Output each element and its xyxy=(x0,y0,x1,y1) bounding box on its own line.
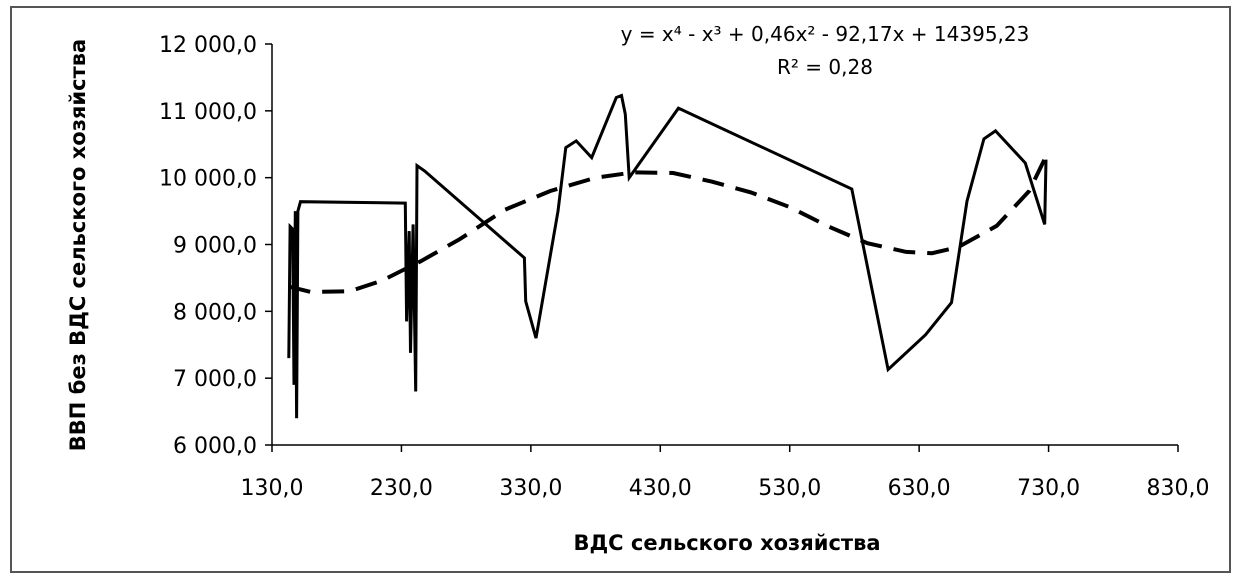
y-tick-label: 8 000,0 xyxy=(173,300,257,325)
y-axis-title: ВВП без ВДС сельского хозяйства xyxy=(66,39,90,451)
x-tick-label: 430,0 xyxy=(629,476,692,501)
r-squared-label: R² = 0,28 xyxy=(777,55,873,79)
y-tick-label: 12 000,0 xyxy=(159,33,257,58)
series-layer xyxy=(287,93,1051,419)
x-tick-label: 230,0 xyxy=(370,476,433,501)
trendline-equation: y = x⁴ - x³ + 0,46x² - 92,17x + 14395,23 xyxy=(621,22,1030,46)
x-tick-label: 730,0 xyxy=(1017,476,1080,501)
y-tick-label: 7 000,0 xyxy=(173,367,257,392)
y-tick-label: 9 000,0 xyxy=(173,234,257,259)
x-tick-label: 630,0 xyxy=(888,476,951,501)
x-axis-title: ВДС сельского хозяйства xyxy=(573,531,880,555)
x-tick-label: 330,0 xyxy=(499,476,562,501)
data-series-line xyxy=(287,93,1048,419)
x-tick-label: 830,0 xyxy=(1147,476,1210,501)
x-ticks: 130,0 230,0 330,0 430,0 530,0 630,0 730,0 830,0 xyxy=(241,445,1210,501)
y-tick-label: 6 000,0 xyxy=(173,434,257,459)
y-ticks: 6 000,0 7 000,0 8 000,0 9 000,0 10 000,0 11 0… xyxy=(159,33,272,459)
x-tick-label: 530,0 xyxy=(758,476,821,501)
trendline-series xyxy=(288,150,1051,295)
chart-frame xyxy=(10,6,1231,573)
y-tick-label: 10 000,0 xyxy=(159,167,257,192)
x-tick-label: 130,0 xyxy=(241,476,304,501)
y-tick-label: 11 000,0 xyxy=(159,100,257,125)
